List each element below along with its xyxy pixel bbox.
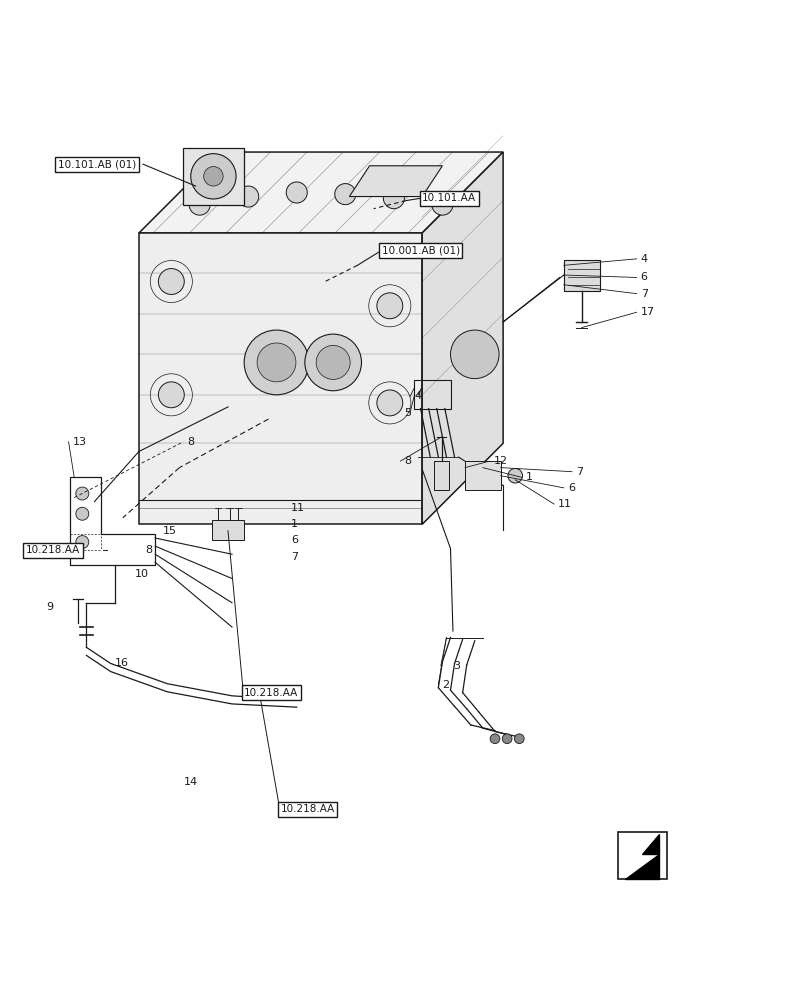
Circle shape — [334, 184, 355, 205]
Polygon shape — [422, 152, 503, 524]
Text: 10.101.AA: 10.101.AA — [422, 193, 476, 203]
Circle shape — [376, 390, 402, 416]
Circle shape — [490, 734, 500, 744]
Circle shape — [191, 154, 236, 199]
Text: 8: 8 — [145, 545, 152, 555]
Text: 8: 8 — [187, 437, 195, 447]
Text: 7: 7 — [575, 467, 582, 477]
Text: 10.001.AB (01): 10.001.AB (01) — [381, 246, 459, 256]
Text: 6: 6 — [567, 483, 574, 493]
Polygon shape — [212, 520, 244, 540]
Circle shape — [244, 330, 308, 395]
Text: 11: 11 — [290, 503, 305, 513]
Circle shape — [383, 188, 404, 209]
Text: 2: 2 — [442, 680, 449, 690]
Text: 9: 9 — [46, 602, 53, 612]
Circle shape — [508, 468, 522, 483]
Text: 8: 8 — [404, 456, 411, 466]
Text: 1: 1 — [525, 472, 532, 482]
Text: 3: 3 — [453, 661, 459, 671]
Text: 12: 12 — [493, 456, 507, 466]
Polygon shape — [139, 233, 422, 524]
Text: 6: 6 — [290, 535, 298, 545]
Text: 10: 10 — [135, 569, 148, 579]
Polygon shape — [349, 166, 442, 197]
Text: 1: 1 — [290, 519, 298, 529]
Circle shape — [376, 293, 402, 319]
Text: 14: 14 — [183, 777, 197, 787]
Circle shape — [158, 382, 184, 408]
Polygon shape — [434, 461, 448, 490]
Text: 6: 6 — [640, 272, 647, 282]
Text: 4: 4 — [640, 254, 647, 264]
Polygon shape — [624, 854, 659, 879]
Text: 10.101.AB (01): 10.101.AB (01) — [58, 159, 136, 169]
Polygon shape — [563, 260, 599, 291]
Circle shape — [431, 194, 453, 215]
Circle shape — [257, 343, 295, 382]
Polygon shape — [642, 834, 659, 854]
Text: 10.218.AA: 10.218.AA — [26, 545, 79, 555]
Polygon shape — [139, 152, 503, 233]
Circle shape — [75, 507, 88, 520]
Text: 10.218.AA: 10.218.AA — [244, 688, 298, 698]
Circle shape — [315, 345, 350, 379]
Circle shape — [238, 186, 259, 207]
Text: 7: 7 — [290, 552, 298, 562]
Circle shape — [204, 167, 223, 186]
Text: 13: 13 — [72, 437, 87, 447]
Circle shape — [286, 182, 307, 203]
Text: 11: 11 — [557, 499, 572, 509]
Text: 16: 16 — [114, 658, 128, 668]
Polygon shape — [183, 148, 244, 205]
Circle shape — [502, 734, 512, 744]
Circle shape — [304, 334, 361, 391]
Circle shape — [450, 330, 499, 379]
Text: 4: 4 — [414, 391, 421, 401]
Polygon shape — [465, 461, 500, 490]
Circle shape — [75, 487, 88, 500]
Text: 7: 7 — [640, 289, 647, 299]
Text: 10.218.AA: 10.218.AA — [281, 804, 334, 814]
Text: 5: 5 — [404, 408, 411, 418]
Circle shape — [189, 194, 210, 215]
Text: 17: 17 — [640, 307, 654, 317]
Circle shape — [158, 269, 184, 294]
Circle shape — [514, 734, 524, 744]
Text: 15: 15 — [163, 526, 177, 536]
Circle shape — [75, 536, 88, 549]
